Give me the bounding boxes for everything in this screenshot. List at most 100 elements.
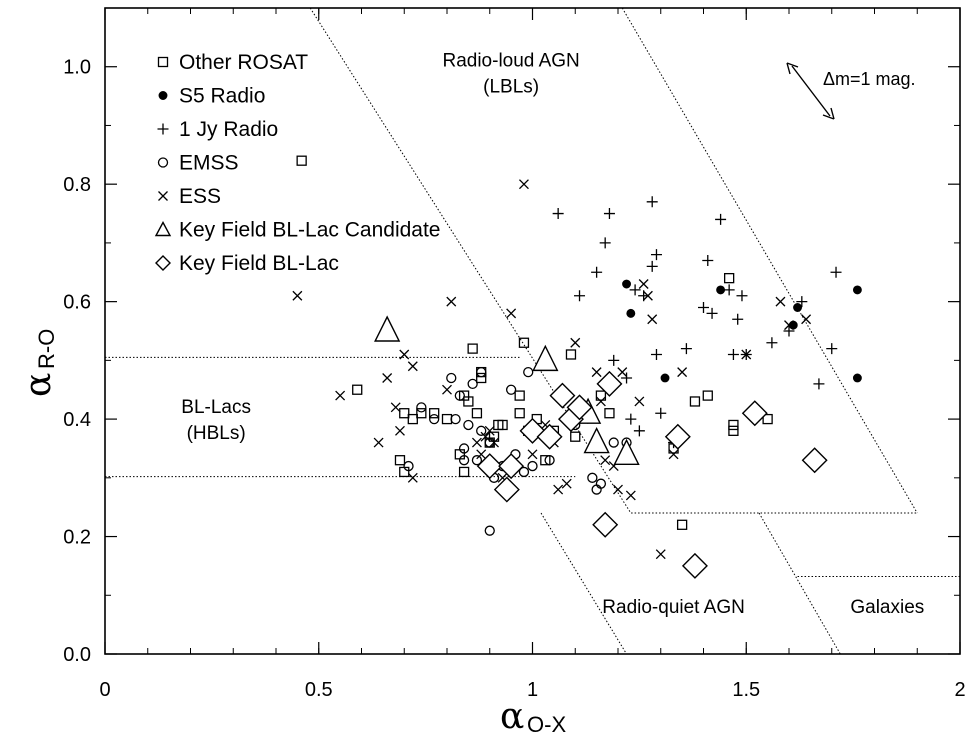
x-axis-symbol: α xyxy=(500,696,524,734)
point-1-jy-radio xyxy=(621,372,633,384)
magnitude-arrow xyxy=(791,65,831,117)
legend-item-ess: ESS xyxy=(158,185,221,208)
point-1-jy-radio xyxy=(736,290,748,302)
legend-label: EMSS xyxy=(179,152,239,175)
point-1-jy-radio xyxy=(599,237,611,249)
point-s5-radio xyxy=(852,373,862,383)
series-1-jy-radio xyxy=(552,196,842,449)
axis-ticks: 0 0.5 1 1.5 2 0.0 0.2 0.4 0.6 0.8 1.0 xyxy=(63,7,966,701)
point-other-rosat xyxy=(458,466,470,478)
region-label-line: Radio-quiet AGN xyxy=(602,597,745,618)
point-ess xyxy=(634,396,645,407)
point-ess xyxy=(642,290,653,301)
point-ess xyxy=(527,449,538,460)
point-emss xyxy=(595,478,607,489)
point-1-jy-radio xyxy=(655,407,667,419)
magnitude-annotation: Δm=1 mag. xyxy=(786,62,916,120)
point-1-jy-radio xyxy=(766,337,778,349)
point-s5-radio xyxy=(852,285,862,295)
point-1-jy-radio xyxy=(646,260,658,272)
x-tick-label: 1 xyxy=(527,679,538,701)
point-key-field-bl-lac xyxy=(801,447,828,474)
point-ess xyxy=(442,384,452,395)
point-other-rosat xyxy=(514,390,525,401)
point-other-rosat xyxy=(604,408,615,419)
region-label-line: BL-Lacs xyxy=(181,397,251,418)
region-label-line: (HBLs) xyxy=(187,423,246,444)
x-axis-title: α O-X xyxy=(500,696,566,734)
legend-item-key-field-bl-lac: Key Field BL-Lac xyxy=(155,252,339,275)
legend-label: Key Field BL-Lac Candidate xyxy=(179,219,441,242)
point-ess xyxy=(647,314,658,325)
point-other-rosat xyxy=(352,384,363,395)
legend-label: 1 Jy Radio xyxy=(179,118,278,141)
point-1-jy-radio xyxy=(783,325,795,337)
point-s5-radio xyxy=(660,373,670,383)
point-ess xyxy=(775,296,786,307)
point-emss xyxy=(454,390,465,401)
point-emss xyxy=(467,378,478,390)
y-tick-label: 0.0 xyxy=(63,644,91,666)
point-1-jy-radio xyxy=(650,249,662,261)
point-other-rosat xyxy=(518,337,530,348)
point-1-jy-radio xyxy=(552,208,564,220)
point-1-jy-radio xyxy=(591,266,603,278)
region-labels: Radio-loud AGN (LBLs) BL-Lacs (HBLs) Radio-q… xyxy=(181,51,924,618)
point-other-rosat xyxy=(702,390,713,401)
point-key-field-bl-lac xyxy=(664,423,691,450)
legend-item-other-rosat: Other ROSAT xyxy=(157,51,308,74)
legend-marker-emss xyxy=(157,157,169,168)
point-emss xyxy=(505,384,517,395)
point-1-jy-radio xyxy=(633,425,645,437)
point-other-rosat xyxy=(595,390,607,401)
point-key-field-bl-lac xyxy=(493,476,520,503)
point-ess xyxy=(476,449,487,460)
legend-label: Key Field BL-Lac xyxy=(179,252,339,275)
point-emss xyxy=(450,413,461,425)
point-emss xyxy=(587,472,598,483)
point-key-field-bl-lac-candidate xyxy=(613,438,640,466)
y-axis-title: α R-O xyxy=(18,329,59,397)
gal-left-line xyxy=(758,512,841,655)
point-other-rosat xyxy=(399,408,410,419)
point-ess xyxy=(591,367,602,378)
legend-label: Other ROSAT xyxy=(179,51,308,74)
point-key-field-bl-lac xyxy=(536,423,563,450)
legend-item-1-jy-radio: 1 Jy Radio xyxy=(157,118,278,141)
point-emss xyxy=(544,455,555,466)
point-other-rosat xyxy=(463,396,474,407)
region-label-rq: Radio-quiet AGN xyxy=(602,597,745,618)
x-tick-label: 0.5 xyxy=(305,679,333,701)
point-key-field-bl-lac xyxy=(549,382,576,409)
x-tick-label: 1.5 xyxy=(732,679,760,701)
point-other-rosat xyxy=(407,413,418,425)
legend-marker-key-field-bl-lac xyxy=(155,255,171,271)
region-label-gal: Galaxies xyxy=(850,597,924,618)
point-ess xyxy=(518,179,529,190)
rq-left-line xyxy=(540,512,627,655)
legend-label: ESS xyxy=(179,185,221,208)
lbl-upper-line xyxy=(621,7,918,514)
point-ess xyxy=(741,349,752,360)
legend-marker-1-jy-radio xyxy=(157,123,169,135)
point-key-field-bl-lac xyxy=(498,453,525,480)
legend-item-emss: EMSS xyxy=(157,152,239,175)
point-key-field-bl-lac-candidate xyxy=(583,427,610,454)
point-1-jy-radio xyxy=(706,307,718,319)
point-emss xyxy=(518,466,530,478)
point-other-rosat xyxy=(476,372,487,384)
region-label-line: Radio-loud AGN xyxy=(442,51,579,72)
point-emss xyxy=(458,443,470,454)
point-emss xyxy=(463,419,474,431)
point-ess xyxy=(373,437,384,448)
point-1-jy-radio xyxy=(723,284,735,296)
point-ess xyxy=(407,361,418,372)
region-label-line: Galaxies xyxy=(850,597,924,618)
point-other-rosat xyxy=(565,349,577,360)
point-other-rosat xyxy=(416,408,427,419)
point-emss xyxy=(476,425,487,436)
point-s5-radio xyxy=(788,320,798,330)
point-ess xyxy=(471,437,482,448)
legend-label: S5 Radio xyxy=(179,85,265,108)
legend-marker-other-rosat xyxy=(157,56,169,68)
